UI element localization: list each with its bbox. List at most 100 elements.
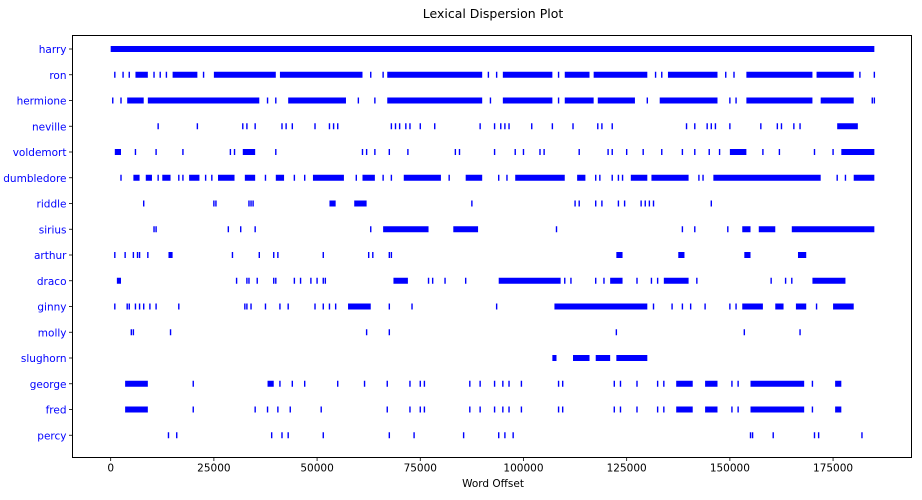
occurrence-mark xyxy=(235,277,238,284)
occurrence-mark xyxy=(650,277,653,284)
occurrence-mark xyxy=(498,432,500,439)
y-tick-label-riddle: riddle xyxy=(37,199,67,211)
occurrence-cluster-mark xyxy=(841,149,875,155)
occurrence-mark xyxy=(431,277,434,284)
occurrence-mark xyxy=(751,432,754,439)
occurrence-mark xyxy=(772,432,774,439)
occurrence-mark xyxy=(246,123,248,130)
occurrence-mark xyxy=(215,200,217,207)
occurrence-mark xyxy=(273,252,275,258)
occurrence-mark xyxy=(561,406,564,413)
dispersion-marks xyxy=(110,46,876,439)
occurrence-mark xyxy=(611,149,613,155)
occurrence-cluster-mark xyxy=(595,355,611,361)
occurrence-cluster-mark xyxy=(552,355,557,361)
occurrence-mark xyxy=(444,277,446,284)
occurrence-cluster-mark xyxy=(597,97,635,104)
occurrence-cluster-mark xyxy=(125,406,148,413)
occurrence-cluster-mark xyxy=(329,200,336,207)
occurrence-mark xyxy=(718,149,721,155)
dispersion-row-draco xyxy=(116,277,846,284)
occurrence-mark xyxy=(520,406,523,413)
occurrence-mark xyxy=(382,71,384,78)
occurrence-mark xyxy=(469,406,471,413)
occurrence-cluster-mark xyxy=(678,252,685,258)
occurrence-mark xyxy=(623,200,626,207)
occurrence-mark xyxy=(202,71,205,78)
occurrence-mark xyxy=(836,174,838,181)
occurrence-mark xyxy=(281,432,283,439)
occurrence-mark xyxy=(681,303,684,310)
occurrence-mark xyxy=(656,406,659,413)
occurrence-mark xyxy=(409,380,411,387)
occurrence-cluster-mark xyxy=(498,277,561,284)
occurrence-mark xyxy=(799,329,801,336)
occurrence-mark xyxy=(813,149,816,155)
occurrence-mark xyxy=(285,123,287,130)
occurrence-mark xyxy=(147,252,149,258)
occurrence-mark xyxy=(390,174,393,181)
occurrence-cluster-mark xyxy=(616,355,648,361)
occurrence-mark xyxy=(813,432,816,439)
occurrence-mark xyxy=(114,71,116,78)
occurrence-mark xyxy=(355,174,357,181)
occurrence-cluster-mark xyxy=(279,71,363,78)
occurrence-mark xyxy=(636,380,638,387)
occurrence-cluster-mark xyxy=(593,71,648,78)
occurrence-mark xyxy=(112,97,114,104)
occurrence-cluster-mark xyxy=(465,174,483,181)
occurrence-mark xyxy=(520,380,523,387)
occurrence-mark xyxy=(696,277,698,284)
occurrence-mark xyxy=(595,200,597,207)
occurrence-mark xyxy=(778,149,781,155)
occurrence-mark xyxy=(729,97,731,104)
occurrence-mark xyxy=(621,174,624,181)
occurrence-mark xyxy=(648,200,651,207)
occurrence-mark xyxy=(386,406,388,413)
occurrence-mark xyxy=(572,123,574,130)
y-tick-label-fred: fred xyxy=(46,405,67,417)
occurrence-cluster-mark xyxy=(705,380,718,387)
dispersion-row-arthur xyxy=(114,252,807,258)
occurrence-mark xyxy=(464,277,467,284)
occurrence-mark xyxy=(578,149,580,155)
occurrence-cluster-mark xyxy=(387,97,483,104)
x-tick-label-50000: 50000 xyxy=(300,463,333,475)
occurrence-mark xyxy=(625,149,628,155)
occurrence-mark xyxy=(275,149,277,155)
occurrence-cluster-mark xyxy=(515,174,565,181)
occurrence-mark xyxy=(407,149,409,155)
occurrence-mark xyxy=(791,277,793,284)
occurrence-mark xyxy=(324,277,327,284)
occurrence-mark xyxy=(423,380,426,387)
occurrence-mark xyxy=(157,174,159,181)
occurrence-mark xyxy=(254,123,256,130)
occurrence-mark xyxy=(413,432,415,439)
occurrence-mark xyxy=(310,277,312,284)
occurrence-cluster-mark xyxy=(218,174,235,181)
occurrence-mark xyxy=(454,149,457,155)
occurrence-mark xyxy=(138,303,141,310)
occurrence-mark xyxy=(811,380,814,387)
occurrence-cluster-mark xyxy=(835,380,842,387)
y-tick-label-harry: harry xyxy=(39,44,67,56)
occurrence-mark xyxy=(640,200,642,207)
occurrence-mark xyxy=(462,432,465,439)
occurrence-mark xyxy=(557,406,560,413)
occurrence-mark xyxy=(291,123,294,130)
occurrence-mark xyxy=(337,380,339,387)
occurrence-cluster-mark xyxy=(564,71,590,78)
occurrence-mark xyxy=(143,303,145,310)
occurrence-mark xyxy=(155,303,157,310)
occurrence-mark xyxy=(367,252,370,258)
occurrence-mark xyxy=(652,303,655,310)
occurrence-mark xyxy=(196,123,199,130)
occurrence-mark xyxy=(277,252,279,258)
occurrence-mark xyxy=(636,277,638,284)
occurrence-mark xyxy=(551,123,554,130)
occurrence-mark xyxy=(409,406,411,413)
dispersion-row-percy xyxy=(167,432,863,439)
occurrence-mark xyxy=(487,71,490,78)
dispersion-row-ron xyxy=(114,71,876,78)
